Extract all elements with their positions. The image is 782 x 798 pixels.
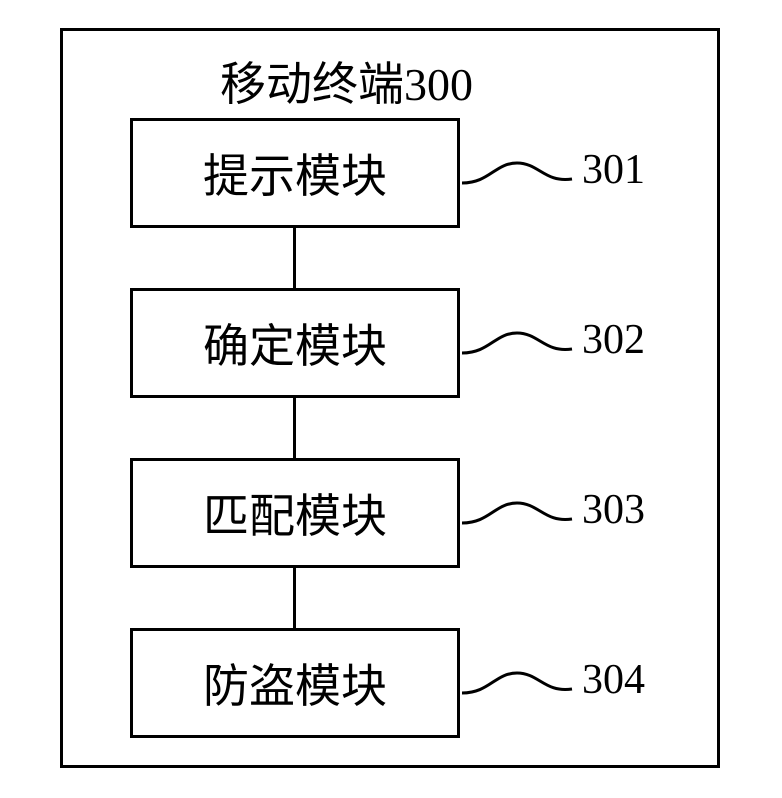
module-box-2: 确定模块 xyxy=(130,288,460,398)
connector-line xyxy=(293,568,296,628)
ref-label-4: 304 xyxy=(582,656,645,704)
leader-wave-2 xyxy=(462,328,572,358)
module-box-4: 防盗模块 xyxy=(130,628,460,738)
module-label: 匹配模块 xyxy=(203,480,387,546)
wave-path xyxy=(462,503,572,523)
module-label: 防盗模块 xyxy=(203,650,387,716)
module-box-3: 匹配模块 xyxy=(130,458,460,568)
diagram-title: 移动终端300 xyxy=(220,48,473,114)
wave-path xyxy=(462,163,572,183)
leader-wave-1 xyxy=(462,158,572,188)
wave-path xyxy=(462,673,572,693)
connector-line xyxy=(293,228,296,288)
ref-label-3: 303 xyxy=(582,486,645,534)
ref-label-1: 301 xyxy=(582,146,645,194)
connector-line xyxy=(293,398,296,458)
leader-wave-3 xyxy=(462,498,572,528)
ref-label-2: 302 xyxy=(582,316,645,364)
module-box-1: 提示模块 xyxy=(130,118,460,228)
diagram-canvas: 移动终端300 提示模块 确定模块 匹配模块 防盗模块 301 302 303 … xyxy=(0,0,782,798)
leader-wave-4 xyxy=(462,668,572,698)
wave-path xyxy=(462,333,572,353)
module-label: 提示模块 xyxy=(203,140,387,206)
module-label: 确定模块 xyxy=(203,310,387,376)
